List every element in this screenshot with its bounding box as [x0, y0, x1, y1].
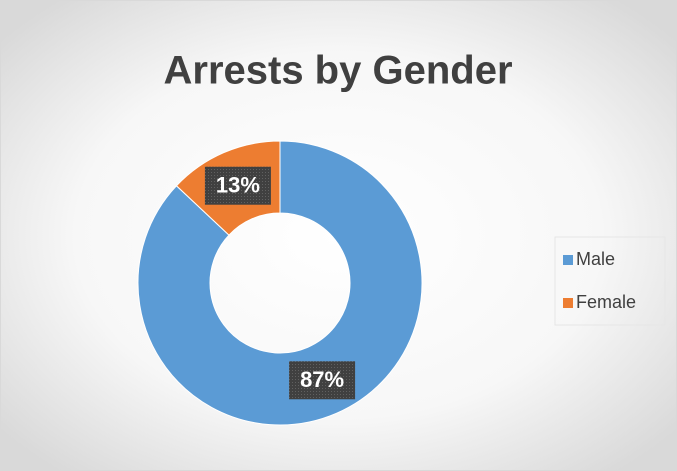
legend-label: Male — [576, 249, 615, 269]
data-label-box — [289, 361, 356, 400]
donut-slice — [137, 140, 423, 426]
legend-swatch — [563, 255, 573, 265]
data-label-box — [204, 166, 271, 205]
data-label: 87% — [300, 367, 344, 392]
data-label: 13% — [216, 173, 260, 198]
chart-title: Arrests by Gender — [163, 49, 512, 93]
legend-box — [554, 236, 666, 326]
legend-label: Female — [576, 292, 636, 312]
legend-swatch — [563, 298, 573, 308]
